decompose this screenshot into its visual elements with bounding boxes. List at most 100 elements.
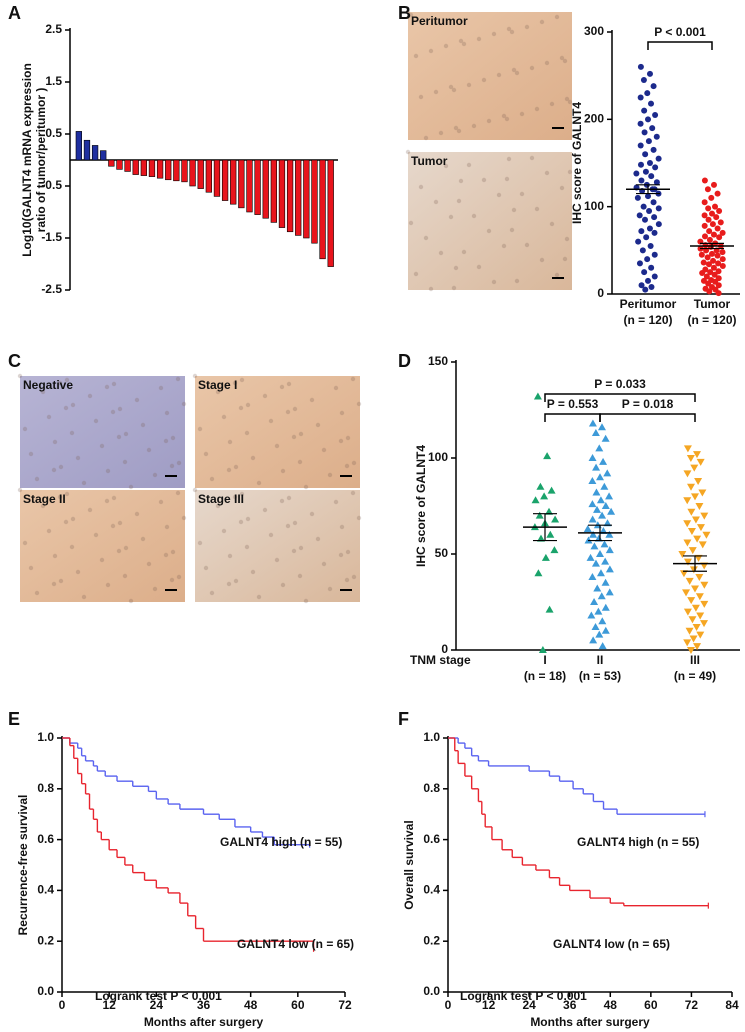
tissue-speck: [461, 249, 467, 255]
tissue-speck: [250, 455, 256, 461]
tissue-speck: [22, 426, 28, 432]
tissue-speck: [209, 476, 215, 482]
data-point: [682, 589, 691, 597]
tissue-speck: [356, 401, 362, 407]
data-point: [601, 578, 610, 586]
tissue-speck: [504, 176, 510, 182]
tissue-speck: [291, 548, 297, 554]
x-tick-note: (n = 18): [524, 669, 566, 683]
tissue-speck: [58, 464, 64, 470]
data-point: [641, 107, 648, 114]
tissue-speck: [405, 9, 411, 15]
y-tick-label: 0.6: [423, 832, 440, 846]
tissue-speck: [268, 418, 274, 424]
tissue-speck: [163, 552, 169, 558]
y-tick-label: 0.2: [37, 933, 54, 947]
data-point: [689, 566, 698, 574]
bar: [262, 159, 269, 219]
tissue-speck: [433, 89, 439, 95]
tissue-speck: [99, 557, 105, 563]
tissue-speck: [152, 586, 158, 592]
tissue-speck: [350, 490, 356, 496]
tissue-speck: [471, 213, 477, 219]
x-tick-label: Tumor: [694, 297, 731, 311]
bar: [173, 159, 180, 182]
tissue-speck: [245, 516, 251, 522]
x-tick-note: (n = 120): [687, 313, 736, 327]
data-point: [716, 208, 723, 215]
data-point: [702, 531, 711, 539]
tissue-speck: [481, 177, 487, 183]
tissue-speck: [116, 548, 122, 554]
tissue-speck: [315, 422, 321, 428]
tissue-speck: [215, 503, 221, 509]
x-tick-note: (n = 49): [674, 669, 716, 683]
tissue-speck: [351, 574, 357, 580]
bar: [327, 159, 334, 267]
tissue-speck: [491, 31, 497, 37]
tissue-speck: [501, 113, 507, 119]
tissue-speck: [456, 198, 462, 204]
tissue-speck: [181, 401, 187, 407]
tissue-speck: [423, 135, 429, 141]
image-label: Stage II: [23, 492, 66, 506]
tissue-speck: [408, 220, 414, 226]
bar: [238, 159, 245, 209]
significance-bracket: [544, 393, 696, 402]
x-tick-label: 12: [102, 998, 116, 1012]
data-point: [693, 643, 702, 651]
tissue-speck: [466, 82, 472, 88]
data-point: [715, 282, 722, 289]
tissue-speck: [333, 385, 339, 391]
data-point: [687, 527, 696, 535]
data-point: [643, 234, 650, 241]
tissue-speck: [215, 389, 221, 395]
y-tick-label: 100: [428, 450, 448, 464]
data-point: [701, 199, 708, 206]
tissue-speck: [321, 561, 327, 567]
tissue-speck: [309, 511, 315, 517]
x-tick-label: 60: [291, 998, 305, 1012]
y-axis-label: IHC score of GALNT4: [414, 445, 428, 567]
tissue-speck: [239, 377, 245, 383]
tissue-speck: [496, 72, 502, 78]
tissue-speck: [286, 495, 292, 501]
tissue-speck: [413, 53, 419, 59]
data-point: [701, 222, 708, 229]
tissue-speck: [356, 515, 362, 521]
data-point: [683, 497, 692, 505]
tissue-speck: [504, 116, 510, 122]
tissue-speck: [128, 484, 134, 490]
tissue-speck: [244, 544, 250, 550]
tissue-speck: [451, 87, 457, 93]
tissue-speck: [544, 60, 550, 66]
data-point: [655, 205, 662, 212]
data-point: [551, 515, 560, 523]
data-point: [655, 155, 662, 162]
tissue-speck: [81, 594, 87, 600]
tissue-speck: [64, 377, 70, 383]
data-point: [639, 247, 646, 254]
tissue-speck: [110, 523, 116, 529]
data-point: [547, 486, 556, 494]
tissue-speck: [104, 384, 110, 390]
tissue-speck: [256, 480, 262, 486]
data-point: [710, 257, 717, 264]
tissue-speck: [486, 118, 492, 124]
data-point: [588, 515, 597, 523]
data-point: [653, 133, 660, 140]
tissue-speck: [286, 381, 292, 387]
tissue-speck: [567, 99, 573, 105]
x-tick-label: 48: [244, 998, 258, 1012]
tissue-speck: [554, 272, 560, 278]
tissue-speck: [110, 409, 116, 415]
data-point: [589, 530, 598, 538]
tissue-speck: [256, 594, 262, 600]
tissue-speck: [221, 528, 227, 534]
tissue-speck: [268, 532, 274, 538]
tissue-speck: [164, 410, 170, 416]
tissue-speck: [203, 451, 209, 457]
data-point: [689, 635, 698, 643]
data-point: [588, 500, 597, 508]
